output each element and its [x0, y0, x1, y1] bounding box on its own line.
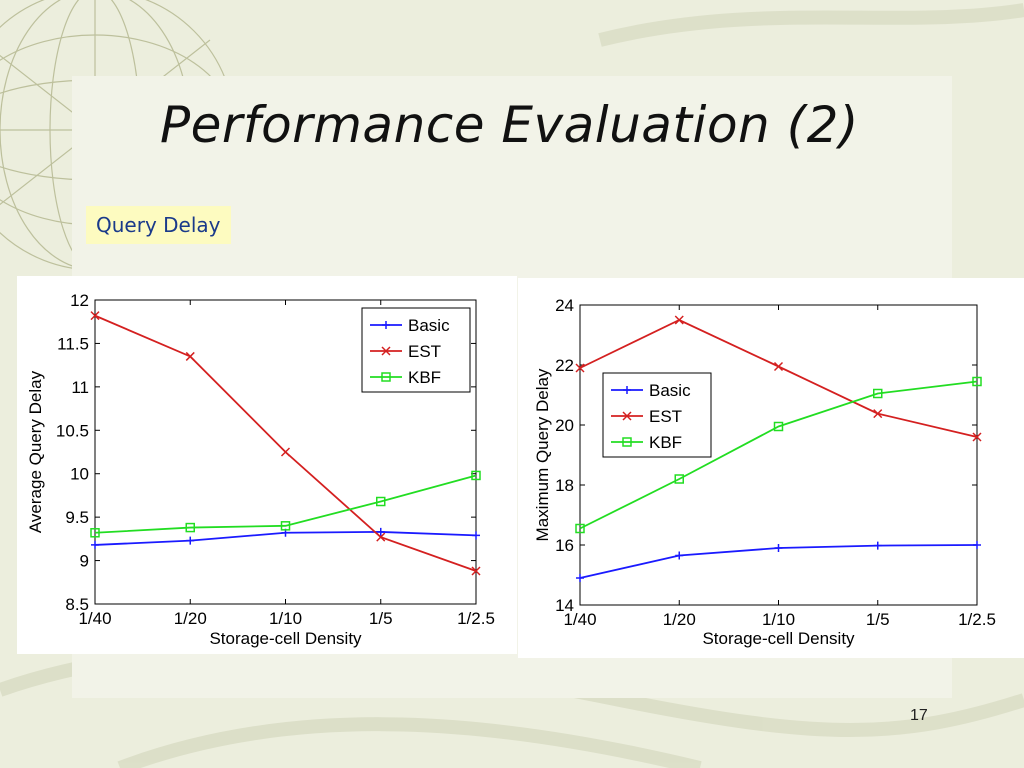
legend-marker [381, 346, 391, 356]
data-point-basic [774, 544, 783, 552]
legend-marker [381, 372, 391, 382]
data-point-est [773, 361, 784, 372]
y-tick-label: 12 [70, 291, 89, 310]
legend-marker [623, 386, 631, 394]
legend-marker [382, 321, 390, 329]
legend-marker [622, 437, 632, 447]
data-point-kbf [972, 376, 982, 387]
y-tick-label: 10.5 [56, 421, 89, 440]
x-tick-label: 1/40 [563, 610, 596, 629]
data-point-kbf [376, 496, 386, 507]
legend-entry: KBF [649, 433, 682, 452]
data-point-basic [472, 531, 480, 540]
data-point-est [90, 311, 100, 321]
legend-box [602, 372, 712, 458]
series-basic [576, 541, 981, 582]
data-point-est [471, 566, 481, 576]
average-query-delay-chart: 1/40 1/20 1/10 1/5 1/2.5 8.5 9 9.5 10 10.5 11 11.5 1… [17, 276, 517, 654]
slide-title: Performance Evaluation (2) [160, 96, 859, 154]
y-tick-label: 8.5 [65, 595, 89, 614]
data-point-basic [186, 536, 195, 545]
data-point-est [674, 315, 684, 325]
chart-legend: Basic EST KBF [602, 372, 712, 458]
legend-entry: Basic [408, 316, 450, 335]
data-point-est [575, 363, 585, 373]
x-tick-label: 1/2.5 [457, 609, 495, 628]
x-tick-label: 1/5 [866, 610, 890, 629]
y-tick-label: 11.5 [57, 334, 89, 353]
x-tick-label: 1/10 [269, 609, 302, 628]
x-axis-label: Storage-cell Density [209, 629, 362, 648]
x-tick-label: 1/2.5 [958, 610, 996, 629]
average-query-delay-chart-svg: 1/40 1/20 1/10 1/5 1/2.5 8.5 9 9.5 10 10.5 11 11.5 1… [26, 291, 495, 648]
y-tick-label: 24 [555, 296, 574, 315]
data-point-kbf [185, 522, 195, 533]
data-point-kbf [873, 388, 883, 399]
data-point-est [376, 532, 386, 542]
legend-entry: EST [408, 342, 441, 361]
data-point-kbf [280, 521, 291, 531]
data-point-basic [576, 574, 584, 582]
series-est [575, 315, 982, 442]
data-point-kbf [773, 421, 784, 432]
y-tick-label: 22 [555, 356, 574, 375]
y-tick-label: 11 [71, 378, 89, 397]
chart-legend: Basic EST KBF [361, 307, 471, 393]
series-line-kbf [94, 474, 477, 534]
legend-entry: Basic [649, 381, 691, 400]
y-tick-label: 20 [555, 416, 574, 435]
x-tick-label: 1/5 [369, 609, 393, 628]
x-tick-label: 1/40 [78, 609, 111, 628]
series-est [90, 311, 481, 576]
legend-entry: KBF [408, 368, 441, 387]
data-point-kbf [674, 474, 684, 484]
y-tick-label: 9 [80, 552, 89, 571]
x-tick-label: 1/10 [762, 610, 795, 629]
y-tick-label: 9.5 [65, 508, 89, 527]
data-point-basic [376, 527, 385, 536]
subtitle-label: Query Delay [86, 206, 231, 244]
legend-box [361, 307, 471, 393]
y-axis-label: Maximum Query Delay [533, 368, 552, 541]
legend-marker [622, 411, 632, 421]
data-point-est [185, 351, 195, 361]
data-point-basic [675, 551, 684, 560]
data-point-kbf [90, 528, 100, 538]
y-tick-label: 14 [555, 596, 574, 615]
y-axis-label: Average Query Delay [26, 370, 45, 533]
y-tick-label: 10 [70, 465, 89, 484]
maximum-query-delay-chart: 1/40 1/20 1/10 1/5 1/2.5 14 16 18 20 22 24 Storage-… [518, 278, 1024, 658]
series-basic [91, 527, 480, 549]
data-point-basic [91, 540, 99, 549]
series-line-kbf [579, 380, 978, 530]
data-point-kbf [471, 470, 481, 481]
slide-number: 17 [910, 707, 928, 724]
maximum-query-delay-chart-svg: 1/40 1/20 1/10 1/5 1/2.5 14 16 18 20 22 24 Storage-… [533, 296, 996, 648]
y-tick-label: 18 [555, 476, 574, 495]
legend-entry: EST [649, 407, 682, 426]
data-point-basic [973, 541, 981, 549]
data-point-est [972, 432, 982, 442]
x-axis-label: Storage-cell Density [702, 629, 855, 648]
x-tick-label: 1/20 [663, 610, 696, 629]
data-point-est [873, 409, 883, 419]
y-tick-label: 16 [555, 536, 574, 555]
data-point-basic [873, 541, 882, 550]
data-point-est [280, 447, 291, 457]
data-point-kbf [575, 523, 585, 534]
x-tick-label: 1/20 [174, 609, 207, 628]
series-kbf [575, 376, 982, 534]
series-kbf [90, 470, 481, 538]
